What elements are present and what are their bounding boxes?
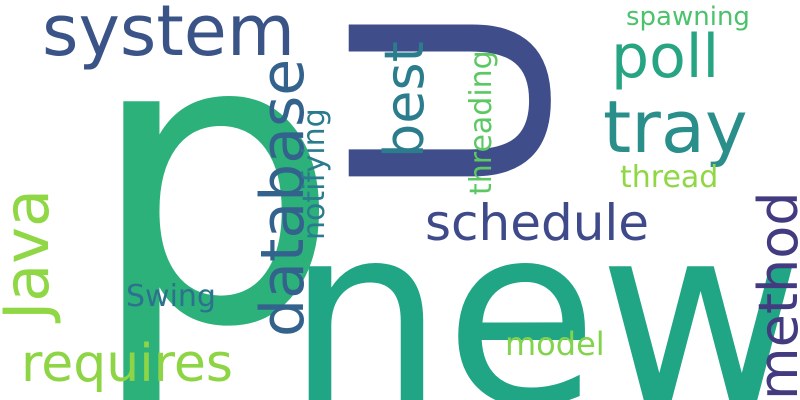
word-new: new — [286, 171, 800, 400]
word-threading: threading — [464, 50, 499, 195]
word-thread: thread — [620, 160, 719, 195]
word-requires: requires — [21, 334, 233, 394]
word-p: p — [87, 0, 341, 400]
word-schedule: schedule — [425, 194, 650, 252]
word-ui: UI — [296, 0, 612, 200]
word-system: system — [42, 0, 296, 72]
word-tray: tray — [603, 85, 748, 169]
word-swing: Swing — [126, 279, 216, 314]
word-java: Java — [0, 189, 63, 320]
word-best: best — [373, 41, 436, 158]
word-model: model — [505, 325, 605, 363]
word-poll: poll — [611, 22, 720, 92]
word-notifying: notifying — [297, 108, 332, 240]
word-method: method — [747, 191, 800, 400]
word-spawning: spawning — [626, 2, 750, 32]
